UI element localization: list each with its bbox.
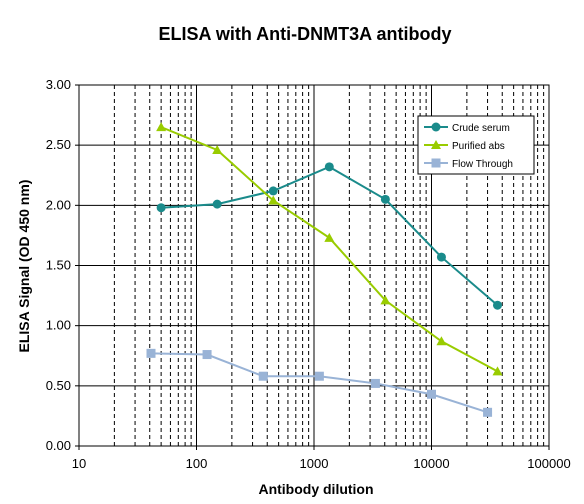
y-tick-label: 2.00 xyxy=(46,197,71,212)
legend-marker-flow-through xyxy=(431,158,441,168)
legend-label-crude-serum: Crude serum xyxy=(452,123,510,134)
x-axis-title: Antibody dilution xyxy=(258,481,373,497)
legend-label-purified-abs: Purified abs xyxy=(452,141,505,152)
data-point-purified-abs xyxy=(156,122,167,132)
data-point-purified-abs xyxy=(380,295,391,305)
chart-title: ELISA with Anti-DNMT3A antibody xyxy=(159,24,452,44)
data-point-purified-abs xyxy=(492,366,503,376)
x-tick-label: 100 xyxy=(186,456,208,471)
series-crude-serum xyxy=(156,162,502,310)
y-axis-title: ELISA Signal (OD 450 nm) xyxy=(16,180,32,353)
x-tick-label: 100000 xyxy=(527,456,570,471)
series-flow-through xyxy=(146,348,493,417)
data-point-purified-abs xyxy=(268,195,279,205)
x-tick-label: 1000 xyxy=(300,456,329,471)
data-point-crude-serum xyxy=(492,300,502,310)
data-point-flow-through xyxy=(314,371,324,381)
data-point-flow-through xyxy=(370,378,380,388)
data-point-crude-serum xyxy=(156,203,166,213)
data-point-purified-abs xyxy=(436,336,447,346)
y-tick-label: 1.50 xyxy=(46,258,71,273)
y-tick-label: 3.00 xyxy=(46,77,71,92)
y-tick-label: 0.50 xyxy=(46,378,71,393)
data-point-crude-serum xyxy=(212,199,222,209)
x-tick-label: 10000 xyxy=(413,456,449,471)
data-point-purified-abs xyxy=(324,232,335,242)
data-point-flow-through xyxy=(427,389,436,399)
data-point-flow-through xyxy=(146,348,156,358)
data-point-crude-serum xyxy=(268,186,278,196)
series-line-flow-through xyxy=(150,352,488,414)
series-group xyxy=(146,122,503,417)
y-axis-ticks: 0.00 0.50 1.00 1.50 2.00 2.50 3.00 xyxy=(46,77,79,453)
data-point-crude-serum xyxy=(436,252,446,262)
data-point-crude-serum xyxy=(324,162,334,172)
x-axis-ticks: 10 100 1000 10000 100000 xyxy=(72,446,571,471)
y-tick-label: 2.50 xyxy=(46,137,71,152)
data-point-flow-through xyxy=(258,371,268,381)
legend-marker-purified-abs xyxy=(431,140,441,149)
data-point-flow-through xyxy=(483,407,493,417)
series-purified-abs xyxy=(156,122,503,376)
y-tick-label: 0.00 xyxy=(46,438,71,453)
y-tick-label: 1.00 xyxy=(46,318,71,333)
legend-marker-crude-serum xyxy=(431,122,441,132)
x-tick-label: 10 xyxy=(72,456,86,471)
data-point-crude-serum xyxy=(380,194,390,204)
data-point-purified-abs xyxy=(212,144,223,154)
legend-label-flow-through: Flow Through xyxy=(452,159,513,170)
legend: Crude serum Purified abs Flow Through xyxy=(417,115,535,175)
data-point-flow-through xyxy=(202,350,212,360)
